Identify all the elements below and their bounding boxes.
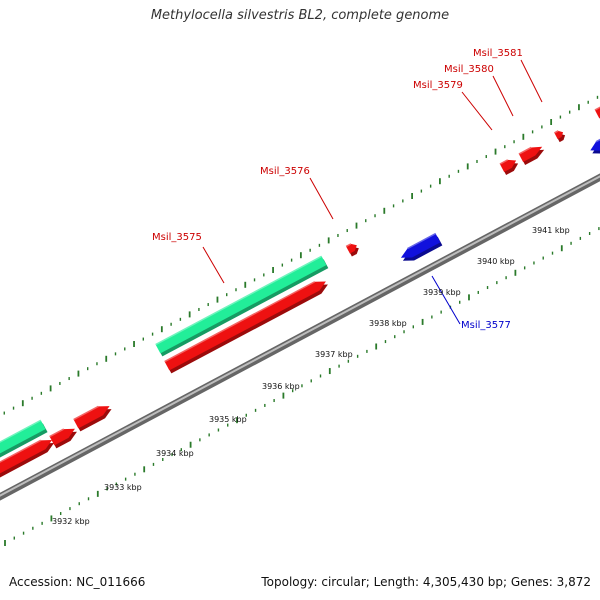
callout-msil-3579[interactable]: Msil_3579	[413, 80, 493, 131]
backbone-highlight	[0, 175, 600, 497]
callout-msil-3575[interactable]: Msil_3575	[152, 232, 225, 284]
accession-text: Accession: NC_011666	[9, 575, 146, 589]
gene-label: Msil_3580	[444, 64, 494, 75]
topology-text: Topology: circular; Length: 4,305,430 bp…	[261, 575, 591, 589]
callout-leader-line	[431, 275, 461, 325]
scale-labels: 3932 kbp 3933 kbp 3934 kbp 3935 kbp 3936 kbp…	[52, 226, 570, 526]
rna-feature-left-highlight	[0, 419, 42, 443]
cds-feature-3579-face	[499, 159, 517, 172]
cds-feature-3580-face	[518, 146, 543, 162]
cds-feature-left-1-face	[0, 440, 53, 474]
cds-feature-3581[interactable]	[554, 130, 566, 143]
cds-feature-edge-reverse-highlight	[595, 138, 600, 143]
gene-label: Msil_3577	[461, 320, 511, 331]
cds-feature-left-1-highlight	[0, 439, 42, 463]
scale-label: 3936 kbp	[262, 382, 300, 391]
cds-feature-3579-highlight	[499, 159, 509, 165]
cds-feature-3576[interactable]	[345, 243, 359, 257]
cds-feature-edge-reverse-face	[590, 139, 600, 151]
scale-label: 3938 kbp	[369, 319, 407, 328]
callout-msil-3576[interactable]: Msil_3576	[260, 166, 334, 220]
cds-feature-3576-highlight	[345, 243, 352, 248]
cds-feature-left-3-face	[73, 406, 110, 429]
gene-callouts: Msil_3575 Msil_3576 Msil_3577 Msil_3579 Msil…	[152, 48, 543, 331]
lower-tick-track	[4, 227, 600, 546]
cds-feature-3580-highlight	[518, 146, 532, 155]
cds-feature-left-2-highlight	[49, 428, 65, 438]
cds-feature-left-3-highlight	[73, 405, 99, 421]
scale-label: 3933 kbp	[104, 483, 142, 492]
upper-tick-track	[3, 95, 599, 415]
callout-msil-3580[interactable]: Msil_3580	[444, 64, 514, 117]
rna-feature-large-face	[155, 256, 327, 354]
callout-leader-line	[492, 75, 514, 117]
gene-features	[0, 106, 600, 479]
gene-label: Msil_3575	[152, 232, 202, 243]
rna-feature-left-face	[0, 420, 46, 454]
scale-label: 3932 kbp	[52, 517, 90, 526]
callout-leader-line	[309, 177, 334, 220]
cds-feature-large-highlight	[164, 281, 316, 363]
gene-label: Msil_3576	[260, 166, 310, 177]
callout-leader-line	[461, 91, 493, 131]
callout-msil-3577[interactable]: Msil_3577	[431, 275, 511, 331]
cds-feature-edge-reverse[interactable]	[590, 137, 600, 154]
scale-label: 3941 kbp	[532, 226, 570, 235]
rna-feature-large-highlight	[155, 255, 322, 346]
scale-label: 3939 kbp	[423, 288, 461, 297]
scale-label: 3934 kbp	[156, 449, 194, 458]
cds-feature-edge[interactable]	[594, 106, 600, 121]
scale-label: 3937 kbp	[315, 350, 353, 359]
scale-label: 3940 kbp	[477, 257, 515, 266]
genome-title: Methylocella silvestris BL2, complete ge…	[150, 8, 450, 23]
cds-feature-3579[interactable]	[499, 159, 519, 175]
cds-feature-large-face	[164, 281, 326, 371]
cds-feature-3577-highlight	[407, 232, 437, 250]
callout-leader-line	[202, 246, 225, 284]
cds-feature-left-3[interactable]	[73, 405, 112, 432]
cds-feature-left-1[interactable]	[0, 439, 55, 479]
rna-feature-left[interactable]	[0, 419, 48, 459]
cds-feature-left-2-face	[49, 428, 75, 446]
gene-label: Msil_3579	[413, 80, 463, 91]
callout-msil-3581[interactable]: Msil_3581	[473, 48, 543, 103]
scale-label: 3935 kbp	[209, 415, 247, 424]
cds-feature-3577-face	[400, 233, 441, 258]
callout-leader-line	[520, 59, 543, 103]
cds-feature-large[interactable]	[164, 281, 328, 374]
genome-backbone	[0, 173, 600, 501]
cds-feature-3580[interactable]	[518, 146, 545, 165]
cds-feature-3580-side	[520, 149, 545, 165]
cds-feature-3581-highlight	[554, 130, 559, 134]
rna-feature-large[interactable]	[155, 255, 329, 357]
cds-feature-left-2[interactable]	[49, 428, 77, 449]
cds-feature-3581-face	[554, 130, 564, 140]
cds-feature-3577[interactable]	[400, 232, 443, 261]
cds-feature-3576-face	[346, 243, 357, 254]
tick-marks	[3, 95, 600, 546]
gene-label: Msil_3581	[473, 48, 523, 59]
